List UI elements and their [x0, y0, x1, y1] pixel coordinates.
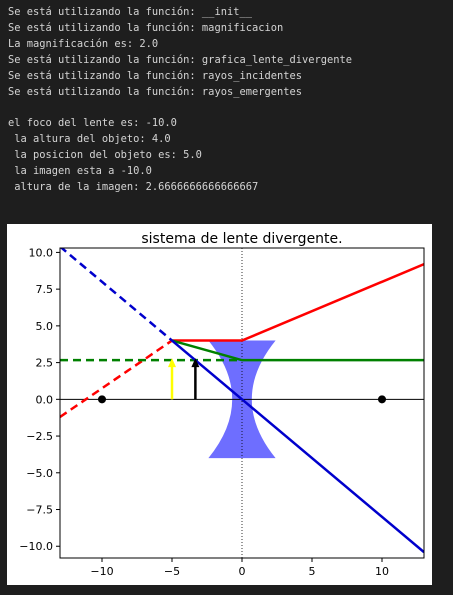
y-tick-label: 2.5 — [36, 357, 54, 370]
console-line: el foco del lente es: -10.0 — [8, 117, 177, 129]
console-line: Se está utilizando la función: grafica_l… — [8, 54, 353, 66]
y-tick-label: 0.0 — [36, 393, 54, 406]
y-tick-label: 7.5 — [36, 283, 54, 296]
x-tick-label: −10 — [90, 565, 113, 578]
console-line: Se está utilizando la función: __init__ — [8, 6, 252, 18]
x-tick-label: 0 — [239, 565, 246, 578]
console-line: La magnificación es: 2.0 — [8, 38, 159, 50]
console-line: altura de la imagen: 2.6666666666666667 — [8, 181, 259, 193]
y-tick-label: −5.0 — [26, 467, 53, 480]
plot-figure: sistema de lente divergente. −10 −5 0 5 10 10.… — [7, 224, 432, 585]
image-arrow-head — [168, 358, 176, 368]
x-tick-label: 5 — [309, 565, 316, 578]
focus-right-point — [378, 395, 386, 404]
y-tick-label: 5.0 — [36, 320, 54, 333]
x-tick-label: −5 — [164, 565, 180, 578]
lens-chart: sistema de lente divergente. −10 −5 0 5 10 10.… — [19, 231, 425, 578]
console-line: la imagen esta a -10.0 — [8, 165, 152, 177]
console-line: la altura del objeto: 4.0 — [8, 133, 171, 145]
ray-blue-solid — [171, 339, 424, 554]
ray-red-dashed — [60, 339, 173, 418]
console-line: Se está utilizando la función: magnifica… — [8, 22, 284, 34]
focus-left-point — [98, 395, 106, 404]
console-line: la posicion del objeto es: 5.0 — [8, 149, 202, 161]
ray-blue-dashed — [60, 248, 173, 342]
x-tick-label: 10 — [375, 565, 389, 578]
ray-red-solid — [172, 263, 424, 342]
y-tick-label: −2.5 — [26, 430, 53, 443]
chart-title: sistema de lente divergente. — [141, 231, 342, 247]
object-arrow-head — [191, 358, 200, 368]
console-line: Se está utilizando la función: rayos_eme… — [8, 86, 303, 98]
y-tick-label: 10.0 — [29, 246, 54, 259]
console-line: Se está utilizando la función: rayos_inc… — [8, 70, 303, 82]
y-tick-label: −10.0 — [19, 540, 53, 553]
console-line-partial: ...... ...... .. ............ ....... — [8, 0, 239, 5]
y-tick-label: −7.5 — [26, 504, 53, 517]
console-output: ...... ...... .. ............ ....... Se… — [0, 0, 453, 224]
ray-green-solid — [171, 339, 424, 362]
